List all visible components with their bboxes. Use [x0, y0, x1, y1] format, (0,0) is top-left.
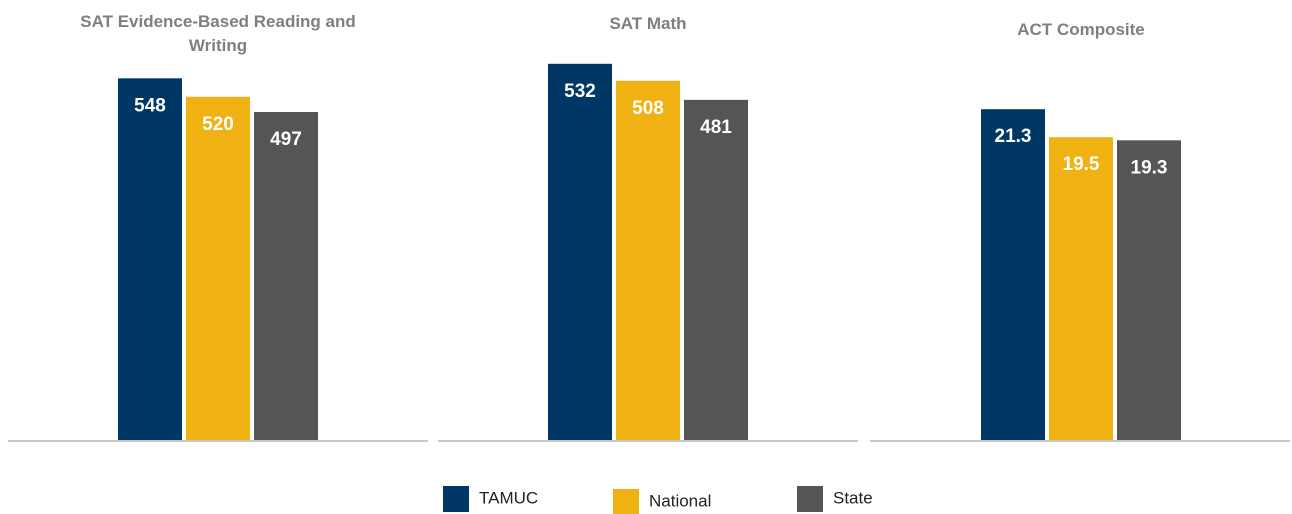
bar — [186, 96, 250, 441]
legend-label: State — [833, 488, 873, 507]
data-label: 21.3 — [995, 126, 1032, 147]
bar — [1049, 137, 1113, 441]
bar — [118, 78, 182, 440]
data-label: 548 — [134, 95, 166, 116]
data-label: 508 — [632, 98, 664, 119]
data-label: 19.5 — [1063, 154, 1100, 175]
chart-title: SAT Math — [609, 14, 687, 33]
bar — [684, 99, 748, 440]
data-label: 19.3 — [1131, 157, 1168, 178]
chart-title: ACT Composite — [1017, 20, 1145, 39]
data-label: 532 — [564, 81, 596, 102]
bar — [1117, 140, 1181, 440]
legend-swatch — [443, 486, 469, 512]
chart-title: SAT Evidence-Based Reading and Writing — [80, 12, 356, 55]
bar — [616, 80, 680, 441]
bar — [548, 63, 612, 441]
legend-swatch — [797, 486, 823, 512]
legend-swatch — [613, 489, 639, 514]
legend-label: TAMUC — [479, 488, 538, 507]
bar — [981, 109, 1045, 441]
bar — [254, 111, 318, 440]
data-label: 520 — [202, 114, 234, 135]
legend-label: National — [649, 491, 711, 510]
data-label: 481 — [700, 117, 732, 138]
data-label: 497 — [270, 129, 302, 150]
